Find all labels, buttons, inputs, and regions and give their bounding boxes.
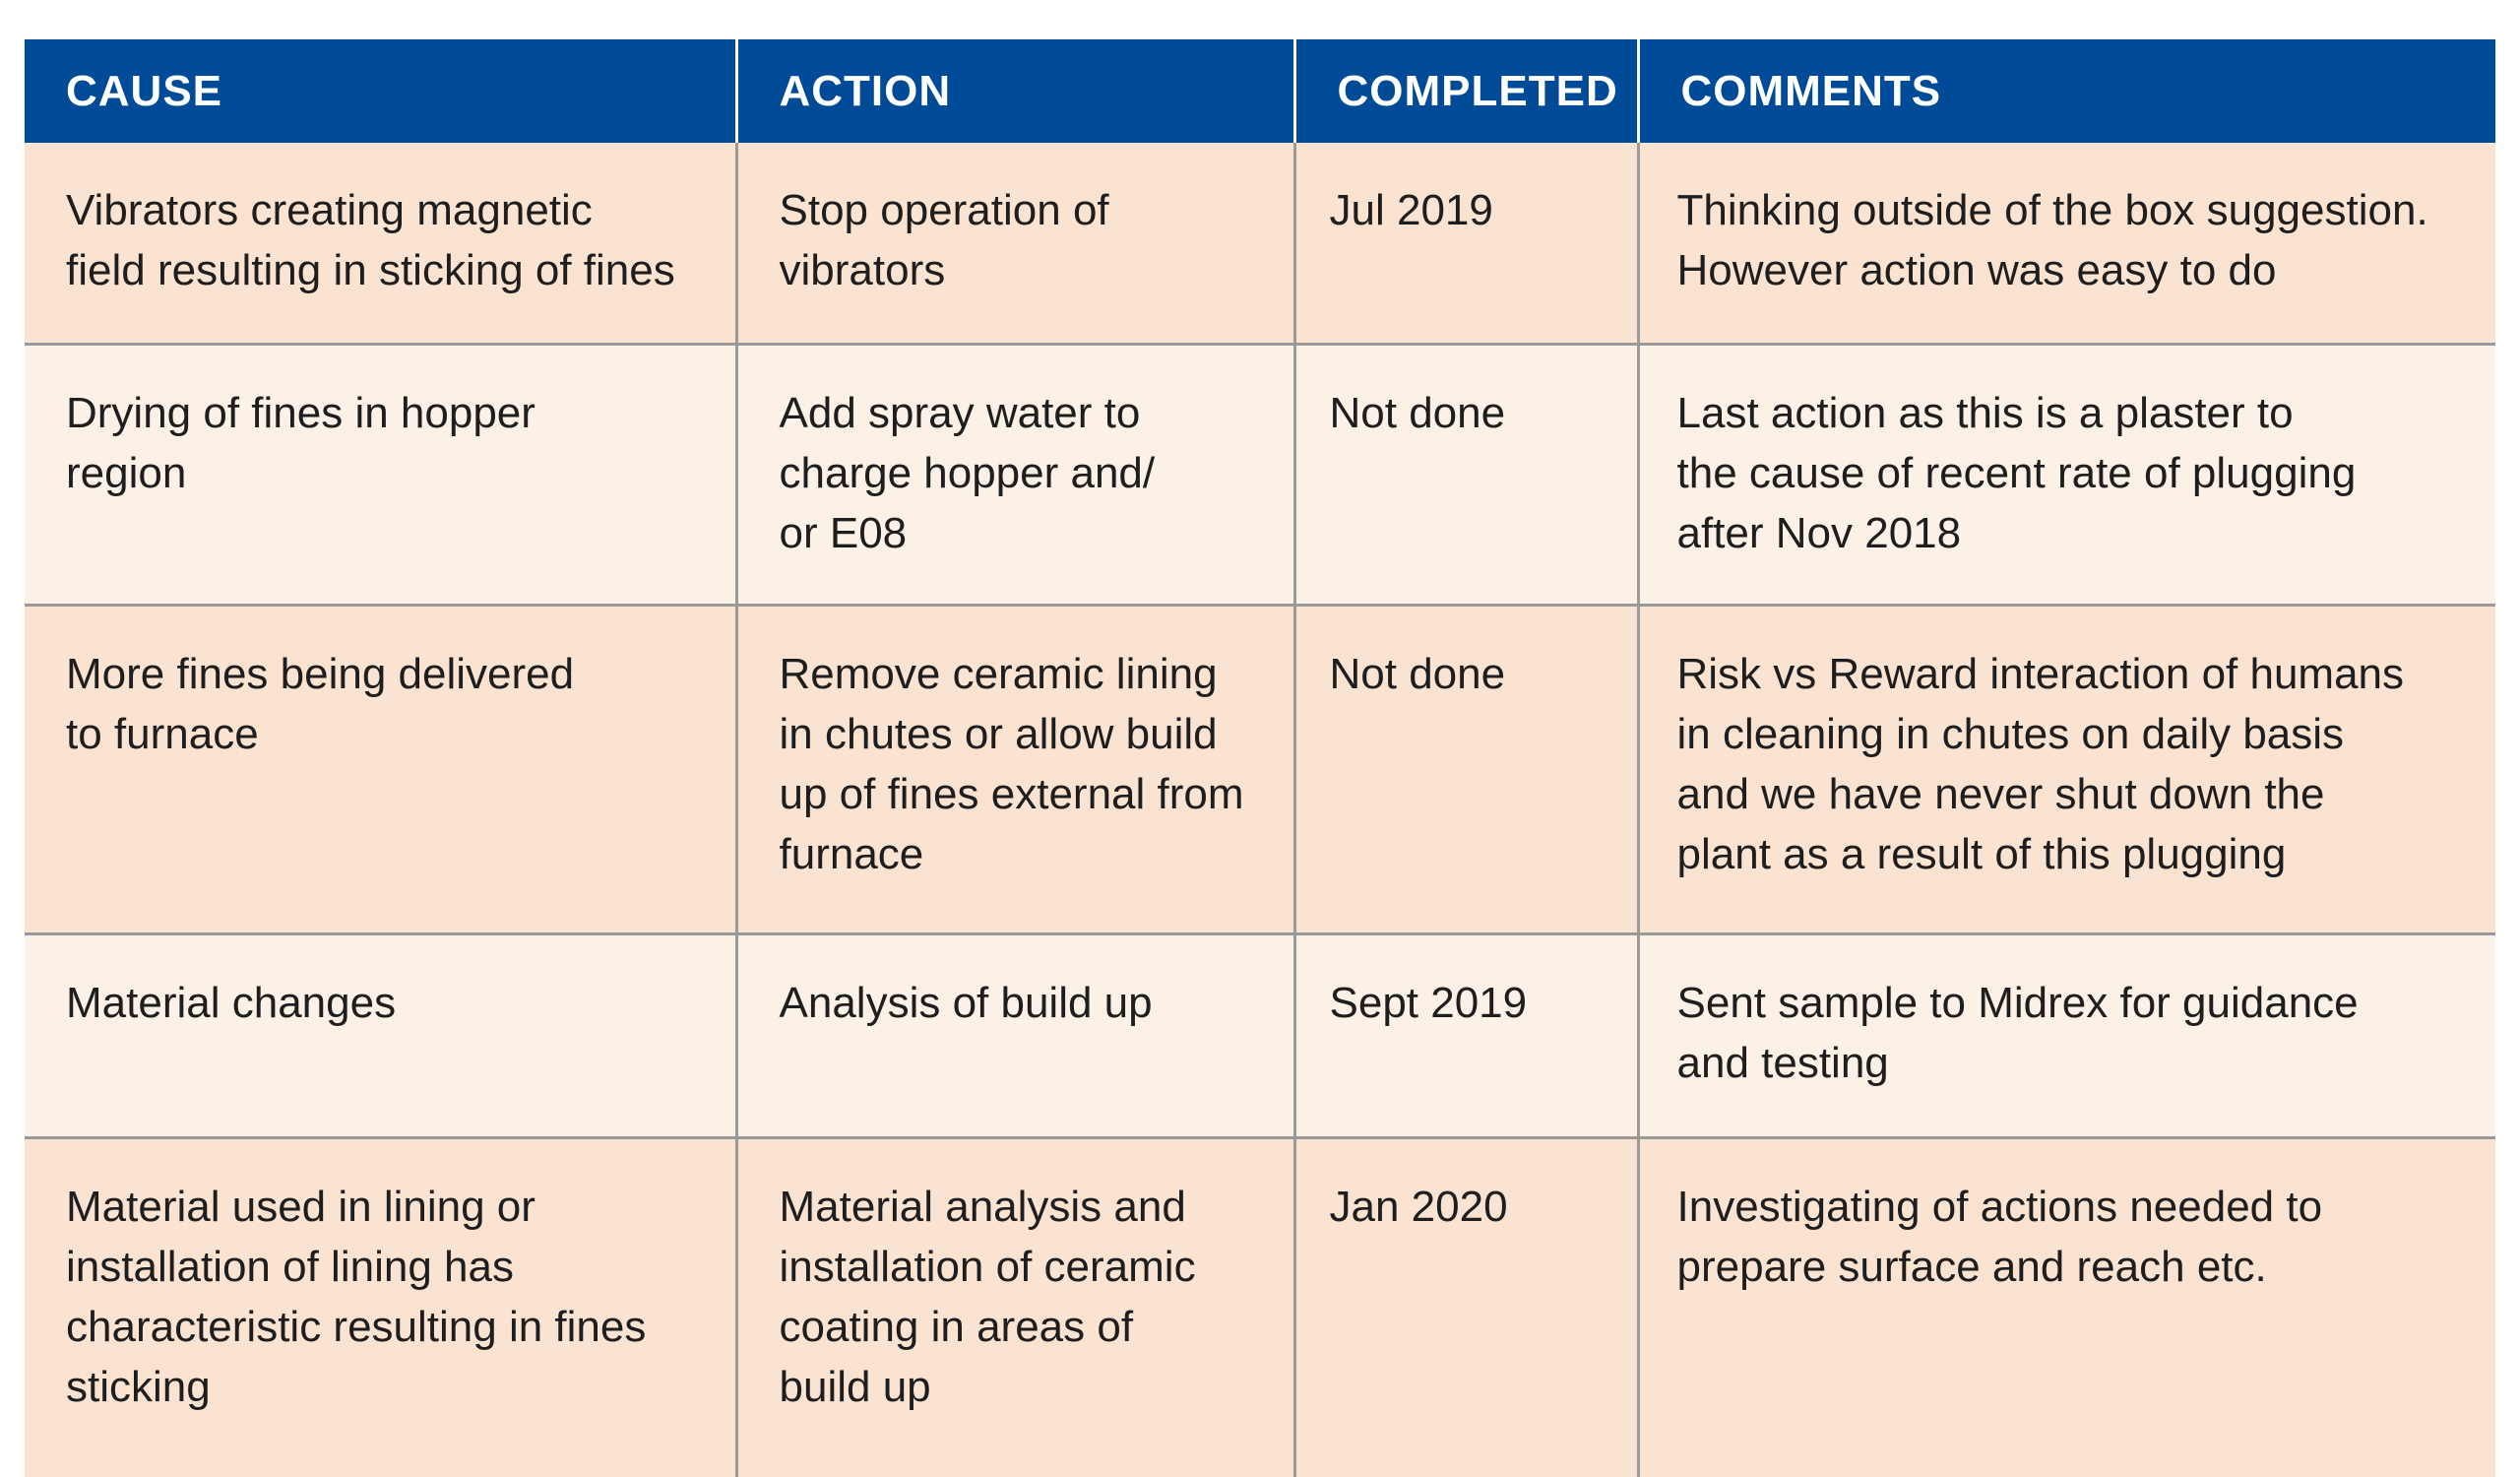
table-body: Vibrators creating magnetic field result… — [25, 143, 2495, 1477]
cause-cell: Drying of fines in hopper region — [25, 344, 738, 607]
comments-line: plant as a result of this plugging — [1676, 829, 2287, 878]
completed-value: Jan 2020 — [1329, 1182, 1508, 1231]
comments-cell: Thinking outside of the box suggestion. … — [1638, 143, 2495, 346]
header-action: ACTION — [736, 39, 1296, 143]
action-line: vibrators — [779, 246, 946, 294]
completed-cell: Sept 2019 — [1294, 933, 1640, 1139]
action-line: up of fines external from — [779, 769, 1244, 818]
cause-cell: Material used in lining or installation … — [25, 1137, 738, 1477]
table-header: CAUSE ACTION COMPLETED COMMENTS — [25, 39, 2495, 143]
comments-line: prepare surface and reach etc. — [1676, 1242, 2267, 1291]
cause-line: field resulting in sticking of fines — [66, 246, 675, 294]
cause-line: Material used in lining or — [66, 1182, 536, 1231]
header-row: CAUSE ACTION COMPLETED COMMENTS — [25, 39, 2495, 143]
action-line: or E08 — [779, 508, 908, 557]
action-line: coating in areas of — [779, 1302, 1134, 1351]
action-line: in chutes or allow build — [779, 709, 1218, 758]
comments-cell: Risk vs Reward interaction of humans in … — [1638, 605, 2495, 935]
comments-line: Last action as this is a plaster to — [1676, 388, 2294, 437]
action-line: Material analysis and — [779, 1182, 1186, 1231]
cause-line: sticking — [66, 1362, 211, 1411]
comments-line: and testing — [1676, 1038, 1889, 1087]
action-line: installation of ceramic — [779, 1242, 1196, 1291]
cause-line: More fines being delivered — [66, 649, 575, 698]
table-row: Drying of fines in hopper region Add spr… — [25, 344, 2495, 607]
action-cell: Material analysis and installation of ce… — [736, 1137, 1296, 1477]
table-row: Material used in lining or installation … — [25, 1137, 2495, 1477]
action-cell: Analysis of build up — [736, 933, 1296, 1139]
cause-action-table: CAUSE ACTION COMPLETED COMMENTS Vibrator… — [25, 39, 2495, 1477]
table-row: Vibrators creating magnetic field result… — [25, 143, 2495, 346]
cause-line: Vibrators creating magnetic — [66, 186, 593, 234]
action-line: Analysis of build up — [779, 978, 1153, 1027]
cause-cell: Material changes — [25, 933, 738, 1139]
cause-line: installation of lining has — [66, 1242, 514, 1291]
completed-cell: Jul 2019 — [1294, 143, 1640, 346]
cause-line: Drying of fines in hopper — [66, 388, 536, 437]
comments-cell: Sent sample to Midrex for guidance and t… — [1638, 933, 2495, 1139]
completed-cell: Jan 2020 — [1294, 1137, 1640, 1477]
comments-line: However action was easy to do — [1676, 246, 2277, 294]
comments-cell: Investigating of actions needed to prepa… — [1638, 1137, 2495, 1477]
action-line: Remove ceramic lining — [779, 649, 1218, 698]
action-line: charge hopper and/ — [779, 448, 1156, 497]
header-comments: COMMENTS — [1638, 39, 2495, 143]
comments-line: in cleaning in chutes on daily basis — [1676, 709, 2345, 758]
completed-value: Jul 2019 — [1329, 186, 1493, 234]
table-row: More fines being delivered to furnace Re… — [25, 605, 2495, 935]
cause-line: to furnace — [66, 709, 259, 758]
completed-cell: Not done — [1294, 344, 1640, 607]
comments-line: and we have never shut down the — [1676, 769, 2325, 818]
comments-line: Risk vs Reward interaction of humans — [1676, 649, 2405, 698]
cause-cell: More fines being delivered to furnace — [25, 605, 738, 935]
completed-value: Not done — [1329, 649, 1506, 698]
table-row: Material changes Analysis of build up Se… — [25, 933, 2495, 1139]
comments-line: the cause of recent rate of plugging — [1676, 448, 2357, 497]
cause-line: Material changes — [66, 978, 397, 1027]
action-line: furnace — [779, 829, 924, 878]
action-line: build up — [779, 1362, 931, 1411]
completed-cell: Not done — [1294, 605, 1640, 935]
header-completed: COMPLETED — [1294, 39, 1640, 143]
cause-line: region — [66, 448, 187, 497]
comments-line: after Nov 2018 — [1676, 508, 1962, 557]
comments-line: Investigating of actions needed to — [1676, 1182, 2323, 1231]
completed-value: Sept 2019 — [1329, 978, 1528, 1027]
comments-line: Sent sample to Midrex for guidance — [1676, 978, 2359, 1027]
comments-cell: Last action as this is a plaster to the … — [1638, 344, 2495, 607]
action-line: Add spray water to — [779, 388, 1141, 437]
cause-line: characteristic resulting in fines — [66, 1302, 647, 1351]
action-cell: Remove ceramic lining in chutes or allow… — [736, 605, 1296, 935]
action-line: Stop operation of — [779, 186, 1109, 234]
completed-value: Not done — [1329, 388, 1506, 437]
action-cell: Stop operation of vibrators — [736, 143, 1296, 346]
header-cause: CAUSE — [25, 39, 738, 143]
cause-cell: Vibrators creating magnetic field result… — [25, 143, 738, 346]
cause-action-table-container: CAUSE ACTION COMPLETED COMMENTS Vibrator… — [25, 39, 2495, 1477]
comments-line: Thinking outside of the box suggestion. — [1676, 186, 2428, 234]
action-cell: Add spray water to charge hopper and/ or… — [736, 344, 1296, 607]
